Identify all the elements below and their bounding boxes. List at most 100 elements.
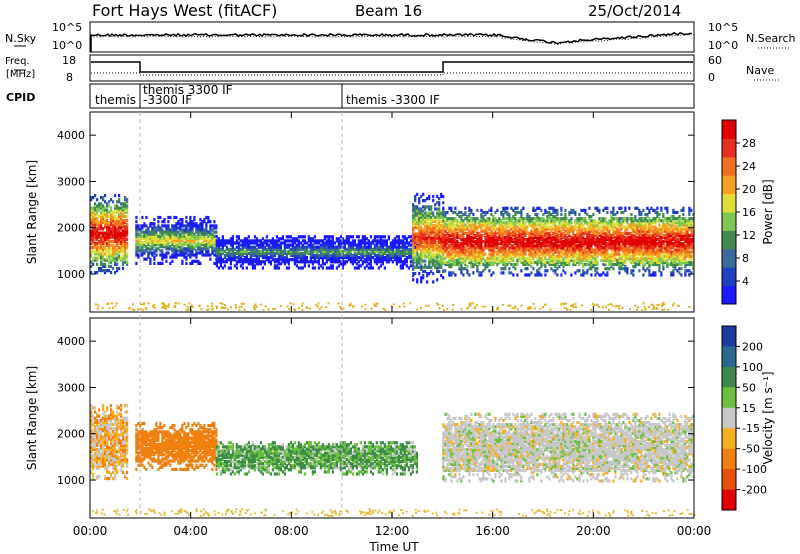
power-cell <box>562 240 565 244</box>
power-cell <box>287 262 290 266</box>
power-cell <box>177 236 180 240</box>
power-cell <box>137 234 140 238</box>
power-cell <box>582 269 585 273</box>
power-cell <box>147 236 150 240</box>
power-cell <box>522 248 525 252</box>
power-cell <box>638 212 641 217</box>
power-cell <box>568 229 571 233</box>
power-cell <box>239 239 242 243</box>
power-cell <box>98 214 101 218</box>
power-cell <box>438 253 441 257</box>
power-cell <box>241 266 244 270</box>
power-cell <box>580 225 583 229</box>
power-cell <box>558 221 561 225</box>
power-cell <box>426 230 429 234</box>
power-cell <box>462 227 465 231</box>
power-cell <box>207 249 210 253</box>
power-cell <box>426 249 429 253</box>
power-cell <box>428 217 431 221</box>
power-cell <box>191 220 194 224</box>
power-cell <box>289 258 292 262</box>
power-cell <box>448 237 451 242</box>
power-cell <box>636 225 639 229</box>
power-cell <box>562 252 565 256</box>
power-cell <box>448 229 451 233</box>
power-cell <box>185 230 188 234</box>
power-cell <box>161 253 164 257</box>
power-cell <box>434 224 437 228</box>
power-cell <box>100 196 103 200</box>
power-cell <box>626 231 629 235</box>
power-cell <box>161 261 164 265</box>
power-cell <box>494 240 497 244</box>
power-cell <box>343 245 346 249</box>
power-cell <box>644 225 647 229</box>
power-cell <box>385 258 388 262</box>
power-cell <box>500 267 503 271</box>
power-cell <box>444 212 447 217</box>
power-cell <box>311 237 314 241</box>
power-cell <box>325 258 328 262</box>
power-cell <box>502 271 505 275</box>
power-cell <box>108 244 111 248</box>
power-cell <box>506 252 509 256</box>
power-cell <box>486 210 489 215</box>
power-cell <box>416 265 419 269</box>
power-cell <box>104 241 107 246</box>
power-cell <box>137 255 140 259</box>
power-cell <box>397 247 400 251</box>
power-cell <box>104 231 107 235</box>
power-cell <box>616 217 619 221</box>
power-cell <box>522 225 525 229</box>
power-cell <box>484 258 487 262</box>
power-cell <box>181 243 184 247</box>
power-cell <box>460 250 463 254</box>
power-cell <box>620 235 623 240</box>
power-cell <box>630 240 633 244</box>
power-cell <box>564 242 567 246</box>
power-cell <box>638 235 641 240</box>
power-cell <box>321 245 324 249</box>
power-cell <box>600 258 603 262</box>
power-cell <box>147 226 150 230</box>
power-cell <box>303 241 306 245</box>
power-cell <box>582 250 585 254</box>
power-cell <box>460 267 463 271</box>
power-cell <box>480 248 483 252</box>
power-cell <box>588 267 591 271</box>
power-cell <box>550 258 553 262</box>
power-cell <box>167 228 170 232</box>
power-cell <box>618 231 621 235</box>
power-cell <box>618 206 621 210</box>
power-cell <box>173 230 176 234</box>
power-cell <box>502 246 505 250</box>
power-cell <box>606 273 609 277</box>
power-cell <box>624 240 627 244</box>
power-cell <box>183 232 186 236</box>
power-cell <box>325 241 328 245</box>
power-cell <box>165 251 168 255</box>
power-cell <box>606 233 609 237</box>
power-cell <box>596 271 599 275</box>
power-cell <box>96 210 99 214</box>
power-cell <box>538 227 541 231</box>
power-cell <box>562 219 565 223</box>
power-cell <box>169 247 172 251</box>
power-cell <box>560 254 563 258</box>
power-cell <box>369 251 372 255</box>
power-cell <box>108 221 111 225</box>
power-cell <box>183 243 186 247</box>
power-cell <box>478 231 481 235</box>
power-cell <box>438 207 441 211</box>
power-cell <box>405 260 408 264</box>
power-cell <box>245 247 248 251</box>
power-cell <box>94 241 97 246</box>
power-cell <box>104 235 107 239</box>
power-cell <box>550 260 553 265</box>
power-cell <box>568 260 571 265</box>
power-cell <box>379 251 382 255</box>
power-cell <box>239 260 242 264</box>
power-cell <box>598 244 601 248</box>
power-cell <box>96 227 99 231</box>
power-cell <box>570 252 573 256</box>
